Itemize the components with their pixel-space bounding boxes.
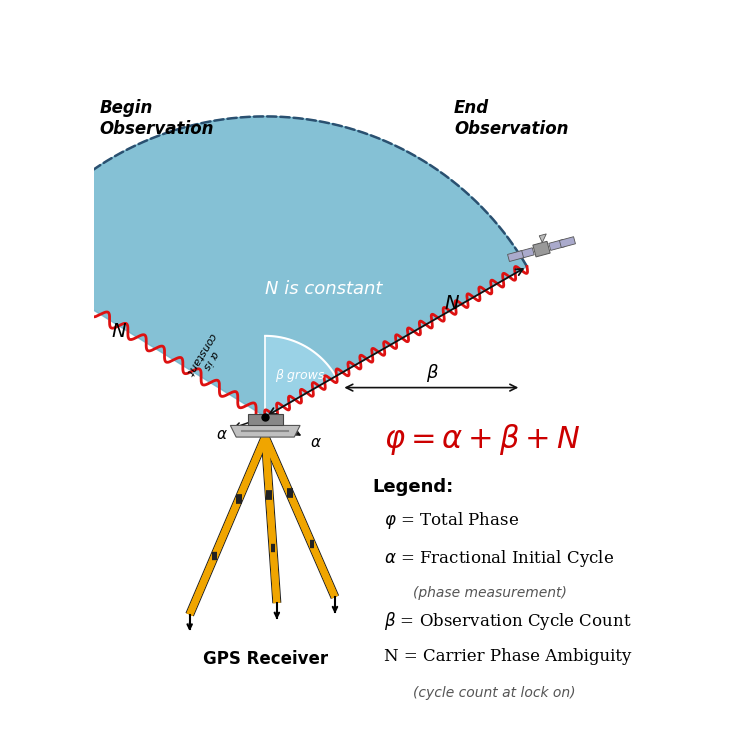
Text: α: α <box>310 435 320 451</box>
Polygon shape <box>0 225 7 232</box>
Text: GPS Receiver: GPS Receiver <box>202 649 328 668</box>
Text: N: N <box>444 294 459 313</box>
Text: α: α <box>217 427 227 442</box>
Polygon shape <box>230 426 300 437</box>
Text: End
Observation: End Observation <box>454 100 568 138</box>
Text: (cycle count at lock on): (cycle count at lock on) <box>413 686 576 699</box>
Polygon shape <box>532 241 550 257</box>
Text: N = Carrier Phase Ambiguity: N = Carrier Phase Ambiguity <box>384 648 632 665</box>
Polygon shape <box>2 237 17 249</box>
Text: $\alpha$ = Fractional Initial Cycle: $\alpha$ = Fractional Initial Cycle <box>384 547 614 569</box>
Polygon shape <box>549 240 565 250</box>
Polygon shape <box>11 240 28 253</box>
Text: β grows: β grows <box>275 370 325 383</box>
Text: $\varphi = \alpha+\beta+N$: $\varphi = \alpha+\beta+N$ <box>384 423 580 457</box>
Polygon shape <box>518 248 534 259</box>
Polygon shape <box>9 116 527 417</box>
Text: Legend:: Legend: <box>373 478 454 496</box>
Polygon shape <box>560 237 575 247</box>
Text: (phase measurement): (phase measurement) <box>413 585 567 600</box>
Polygon shape <box>539 234 546 243</box>
Polygon shape <box>508 250 524 262</box>
Text: $\varphi$ = Total Phase: $\varphi$ = Total Phase <box>384 510 520 531</box>
Text: N is constant: N is constant <box>265 280 382 298</box>
Polygon shape <box>0 229 3 246</box>
Text: Begin
Observation: Begin Observation <box>100 100 214 138</box>
Text: α is
constant: α is constant <box>184 331 227 383</box>
Polygon shape <box>266 336 336 417</box>
Text: N: N <box>112 322 126 341</box>
Text: $\beta$ = Observation Cycle Count: $\beta$ = Observation Cycle Count <box>384 610 632 632</box>
Text: β: β <box>425 364 437 382</box>
Polygon shape <box>248 414 283 426</box>
